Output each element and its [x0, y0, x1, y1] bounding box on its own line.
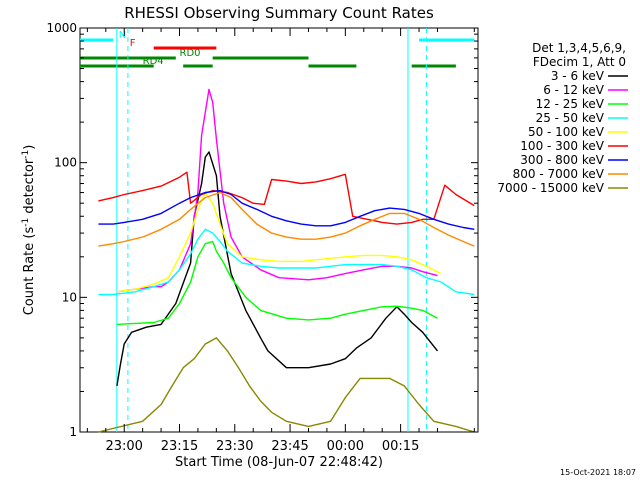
plot-timestamp: 15-Oct-2021 18:07	[560, 468, 636, 477]
x-tick-label: 00:15	[382, 439, 419, 454]
y-axis-ticks: 1 10 100 1000	[46, 21, 478, 439]
x-axis-ticks: 23:00 23:15 23:30 23:45 00:00 00:15	[86, 28, 475, 454]
status-label-rd4: RD4	[143, 56, 164, 67]
legend-label: 3 - 6 keV	[551, 69, 605, 83]
series-group	[98, 88, 475, 433]
series-line-5	[98, 171, 475, 225]
series-line-4	[116, 191, 442, 293]
x-tick-label: 23:00	[105, 439, 142, 454]
y-tick-label: 10	[62, 290, 77, 304]
plot-frame	[79, 27, 479, 433]
legend-label: 7000 - 15000 keV	[497, 181, 604, 195]
legend-label: 6 - 12 keV	[543, 83, 605, 97]
legend-header-line: Det 1,3,4,5,6,9,	[532, 41, 626, 55]
status-label-f: F	[130, 38, 136, 49]
x-tick-label: 00:00	[327, 439, 364, 454]
y-tick-label: 1000	[46, 21, 77, 35]
series-line-6	[98, 189, 475, 230]
x-tick-label: 23:15	[161, 439, 198, 454]
attenuator-lines	[116, 28, 427, 432]
series-line-3	[98, 228, 475, 296]
status-bars: NF RD0 RD4	[80, 30, 475, 68]
legend-label: 100 - 300 keV	[520, 139, 604, 153]
legend-label: 300 - 800 keV	[520, 153, 604, 167]
chart-title: RHESSI Observing Summary Count Rates	[124, 4, 434, 22]
legend-label: 12 - 25 keV	[536, 97, 605, 111]
legend-label: 50 - 100 keV	[528, 125, 605, 139]
legend: Det 1,3,4,5,6,9,FDecim 1, Att 03 - 6 keV…	[497, 41, 628, 195]
x-axis-label: Start Time (08-Jun-07 22:48:42)	[175, 455, 383, 470]
y-tick-label: 100	[54, 156, 77, 170]
legend-label: 25 - 50 keV	[536, 111, 605, 125]
x-tick-label: 23:45	[271, 439, 308, 454]
legend-header-line: FDecim 1, Att 0	[533, 55, 626, 69]
x-tick-label: 23:30	[216, 439, 253, 454]
series-line-7	[98, 191, 475, 247]
status-label-n: N	[119, 30, 126, 41]
series-line-2	[116, 240, 438, 326]
series-line-0	[116, 151, 439, 387]
status-label-rd0: RD0	[180, 48, 201, 59]
y-axis-label: Count Rate (s-1 detector-1)	[21, 145, 37, 316]
legend-label: 800 - 7000 keV	[513, 167, 605, 181]
series-line-8	[98, 337, 475, 433]
y-tick-label: 1	[69, 425, 77, 439]
